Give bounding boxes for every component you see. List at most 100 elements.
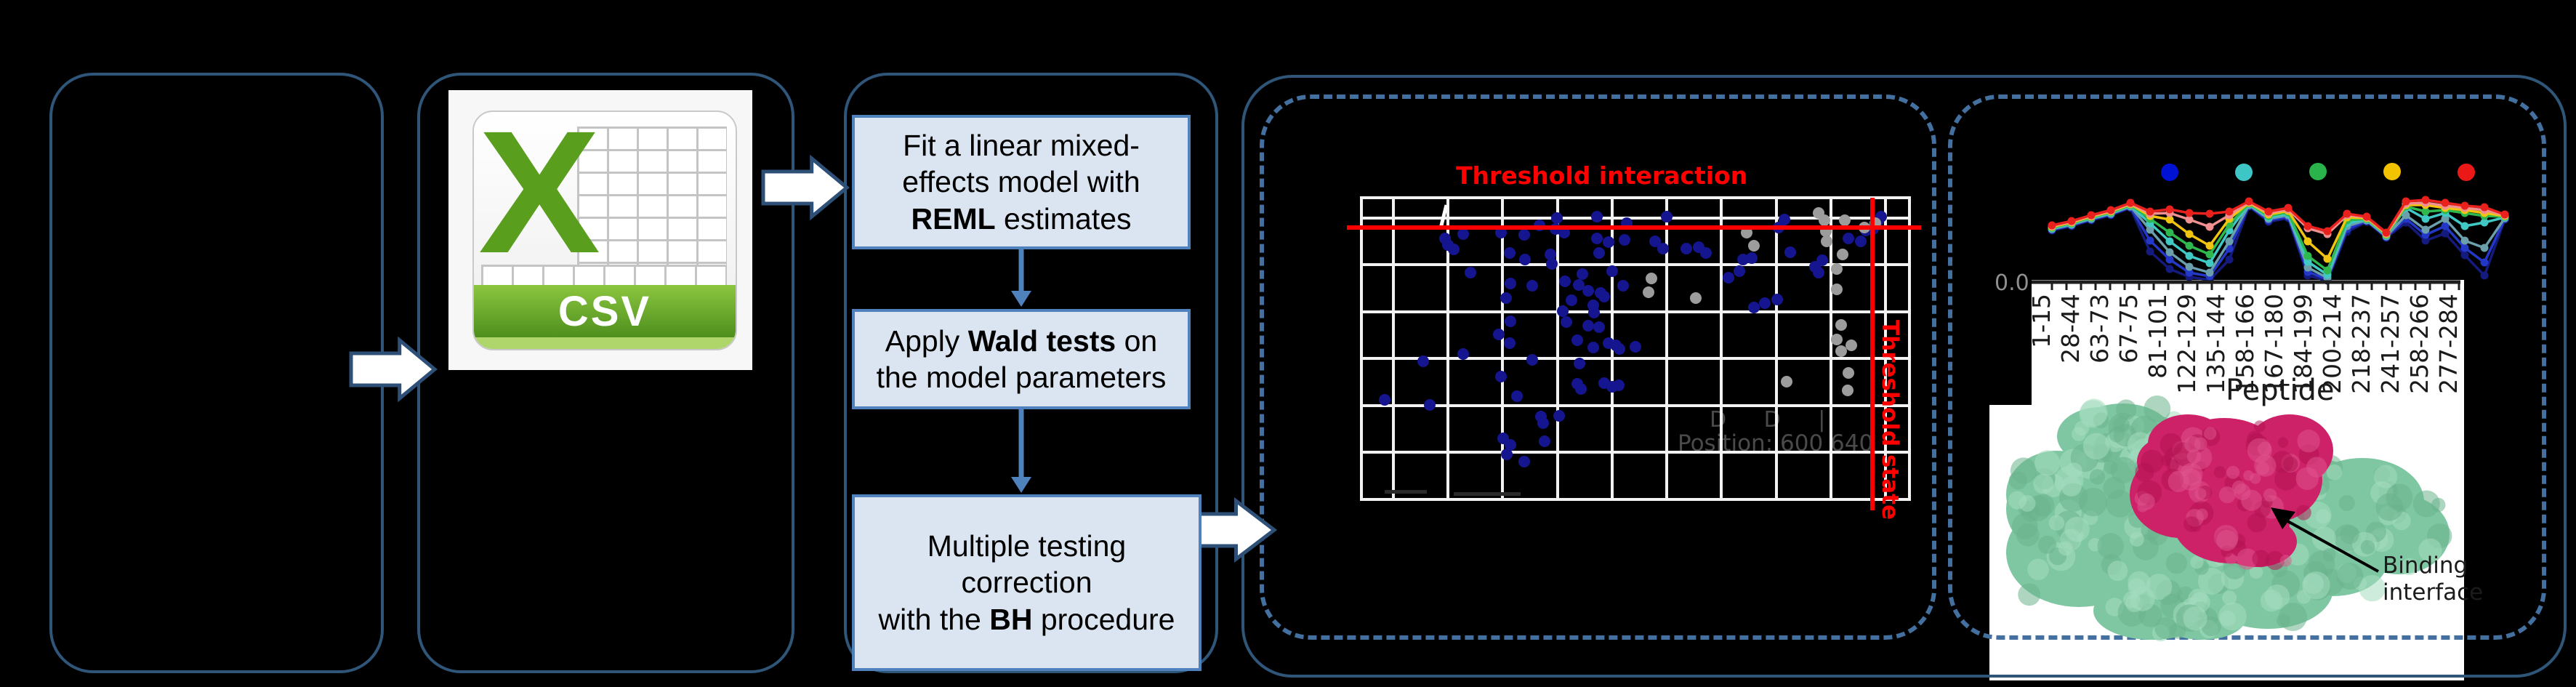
protein-green-bump [2061, 476, 2082, 497]
box1-line1: Fit a linear mixed- [903, 129, 1140, 163]
scatter-dot-blue-64 [1511, 390, 1523, 402]
hdx-marker-teal-20 [2441, 214, 2450, 223]
hdx-marker-red-8 [2205, 209, 2214, 218]
protein-green-bump [2326, 464, 2343, 481]
panel-3-flowchart [844, 73, 1218, 673]
scatter-dot-blue-15 [1619, 234, 1630, 246]
protein-green-bump [2018, 583, 2041, 606]
protein-pink-bump [2234, 483, 2251, 501]
hdx-marker-salmon-7 [2185, 215, 2194, 224]
scatter-dot-blue-72 [1501, 449, 1513, 460]
scatter-dot-blue-23 [1545, 249, 1556, 260]
peptide-tick-label-12: 241-257 [2376, 294, 2404, 394]
peptide-tick-label-0: 1-15 [2027, 294, 2056, 348]
scatter-dot-blue-12 [1448, 244, 1460, 255]
scatter-dot-blue-52 [1614, 343, 1625, 355]
hdx-marker-cyan-13 [2303, 257, 2312, 266]
hdx-marker-red-20 [2441, 198, 2450, 207]
protein-pink-bump [2252, 550, 2270, 568]
hdx-marker-red-0 [2048, 221, 2056, 230]
peptide-tick-label-14: 277-284 [2434, 294, 2463, 394]
scatter-dot-blue-86 [1723, 272, 1734, 284]
scatter-dot-blue-87 [1734, 265, 1745, 277]
protein-pink-bump [2226, 465, 2240, 479]
hdx-marker-red-13 [2303, 222, 2312, 230]
peptide-tick-label-10: 200-214 [2318, 294, 2346, 394]
hdx-marker-red-19 [2421, 196, 2430, 204]
scatter-dot-blue-58 [1495, 371, 1507, 382]
hdx-marker-navy-6 [2165, 265, 2174, 273]
protein-pink-bump [2213, 466, 2226, 478]
hdx-marker-cyan-8 [2205, 259, 2214, 268]
scatter-dot-blue-60 [1575, 383, 1587, 395]
scatter-dot-blue-21 [1504, 247, 1516, 259]
protein-pink-bump [2216, 529, 2238, 551]
scatter-dot-blue-71 [1505, 439, 1516, 451]
box3-line3-post: procedure [1032, 602, 1175, 636]
protein-green-bump [2183, 606, 2207, 631]
hdx-marker-red-14 [2323, 227, 2332, 236]
scatter-dot-blue-22 [1519, 254, 1531, 265]
scatter-dot-gray-11 [1748, 240, 1760, 252]
peptide-tick-label-13: 258-266 [2405, 294, 2434, 394]
scatter-dot-blue-32 [1593, 247, 1605, 259]
hdx-marker-red-15 [2343, 209, 2351, 218]
hdx-marker-yellow-13 [2303, 237, 2312, 246]
protein-pink-bump [2243, 470, 2254, 481]
hdx-marker-navy-19 [2421, 236, 2430, 245]
protein-green-bump [2034, 450, 2061, 476]
flowchart-box-bh: Multiple testing correction with the BH … [852, 494, 1202, 671]
protein-green-bump [2107, 561, 2128, 582]
box2-line1-post: on [1116, 324, 1158, 358]
scatter-dot-blue-31 [1500, 292, 1512, 304]
flow-connector-arrowhead-0 [1011, 291, 1031, 307]
scatter-dot-blue-89 [1816, 254, 1828, 266]
scatter-dot-blue-68 [1537, 417, 1549, 429]
protein-green-bump [2048, 515, 2065, 531]
scatter-dot-blue-28 [1526, 280, 1538, 292]
scatter-dot-blue-47 [1504, 337, 1516, 349]
peptide-tick-label-11: 218-237 [2347, 294, 2375, 394]
hdx-marker-teal-22 [2480, 244, 2489, 252]
scatter-dot-gray-12 [1837, 249, 1848, 260]
protein-pink-bump [2186, 449, 2202, 464]
peptide-axis-title: Peptide [2226, 374, 2335, 407]
csv-file-image: X CSV [448, 90, 752, 370]
protein-green-bump [2064, 516, 2090, 542]
box3-line3-bold: BH [989, 602, 1033, 636]
scatter-dot-blue-53 [1630, 341, 1641, 353]
scatter-dot-gray-1 [1643, 286, 1654, 298]
scatter-dot-blue-7 [1518, 229, 1530, 241]
hdx-marker-red-11 [2264, 207, 2273, 216]
protein-green-bump [2037, 535, 2057, 554]
protein-green-bump [2373, 465, 2398, 489]
hdx-marker-red-21 [2460, 201, 2469, 210]
csv-file-icon: X CSV [472, 111, 737, 350]
scatter-dot-blue-35 [1582, 285, 1594, 297]
binding-interface-label-line2: interface [2383, 579, 2484, 606]
legend-dot-state-yellow [2383, 163, 2401, 180]
binding-interface-label-line1: Binding [2383, 553, 2468, 579]
box1-line2: effects model with [902, 165, 1140, 199]
protein-green-bump [2278, 602, 2308, 632]
scatter-dot-blue-85 [1746, 252, 1758, 264]
binding-interface-arrowhead [2271, 507, 2295, 529]
scatter-dot-blue-56 [1526, 354, 1538, 366]
protein-green-bump [2197, 567, 2225, 595]
peptide-tick-label-9: 184-199 [2289, 294, 2317, 394]
scatter-dot-blue-1 [1591, 211, 1603, 222]
scatter-dot-gray-15 [1835, 319, 1847, 331]
protein-pink-bump [2194, 488, 2207, 500]
arrow-2 [761, 154, 850, 221]
scatter-dot-blue-33 [1606, 265, 1618, 277]
protein-pink-bump [2277, 437, 2289, 448]
protein-green-bump [2129, 531, 2144, 547]
protein-pink-bump [2183, 516, 2199, 532]
scatter-dot-blue-63 [1613, 379, 1625, 391]
hdx-marker-red-16 [2362, 212, 2371, 221]
protein-green-bump [2082, 433, 2110, 460]
hdx-marker-yellow-7 [2185, 230, 2194, 238]
protein-pink-bump [2218, 486, 2236, 504]
protein-pink-bump [2168, 470, 2189, 493]
hdx-marker-blue-22 [2480, 258, 2489, 267]
